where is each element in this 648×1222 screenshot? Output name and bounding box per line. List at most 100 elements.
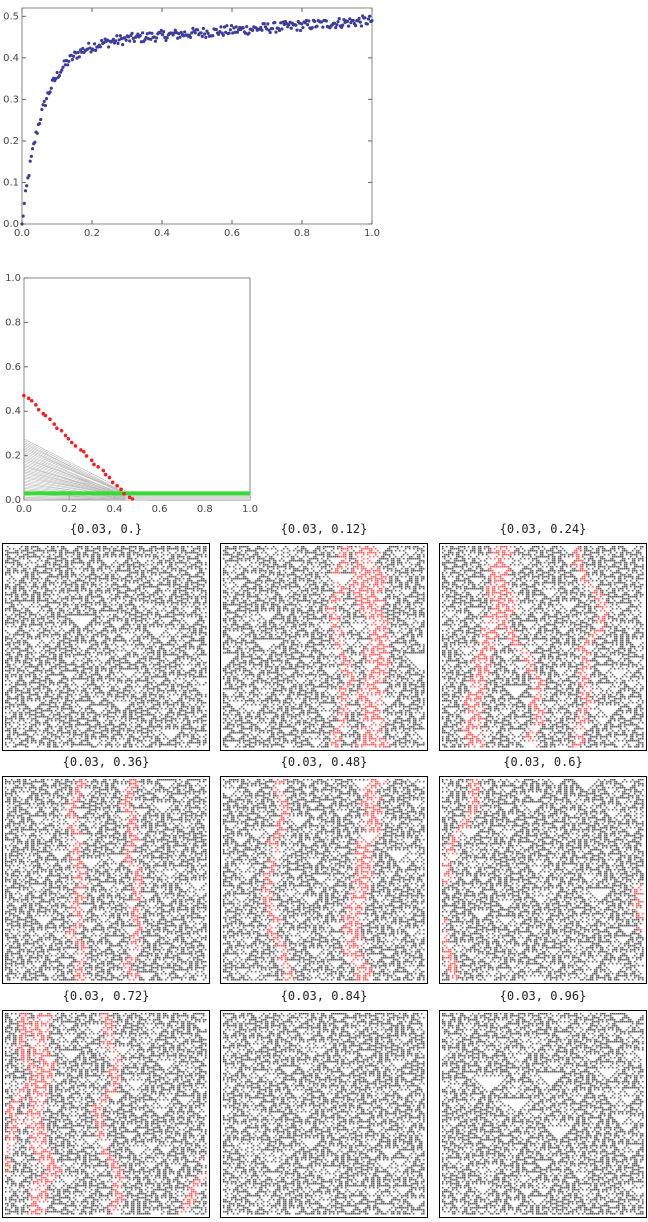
automaton-canvas: [223, 779, 425, 981]
data-point: [77, 55, 81, 59]
data-marker: [89, 458, 94, 462]
data-point: [315, 24, 319, 28]
x-tick-label: 1.0: [364, 228, 380, 239]
data-point: [35, 131, 39, 135]
data-marker: [82, 450, 86, 454]
data-point: [153, 39, 158, 43]
data-point: [81, 46, 85, 51]
data-point: [351, 18, 355, 23]
data-point: [89, 50, 93, 54]
data-point: [124, 38, 128, 42]
fan-line: [23, 438, 144, 501]
data-point: [268, 30, 272, 35]
data-point: [274, 30, 278, 34]
data-point: [43, 103, 48, 108]
data-point: [49, 86, 53, 90]
panel-caption: {0.03, 0.96}: [499, 989, 587, 1003]
data-point: [357, 16, 361, 21]
y-tick-label: 0.0: [3, 219, 19, 230]
data-marker: [69, 440, 74, 445]
data-point: [30, 147, 35, 151]
y-tick-label: 0.6: [5, 362, 21, 373]
data-point: [332, 21, 337, 25]
data-point: [259, 25, 263, 30]
data-marker: [43, 413, 48, 418]
data-point: [287, 23, 291, 27]
y-tick-label: 0.2: [3, 136, 19, 147]
automaton-panel: [2, 543, 210, 751]
data-point: [178, 35, 182, 39]
data-point: [159, 28, 163, 33]
automaton-canvas: [442, 779, 644, 981]
data-point: [63, 63, 67, 67]
x-tick-label: 0.8: [197, 504, 213, 515]
automaton-panel: [2, 1010, 210, 1218]
x-tick-label: 0.6: [152, 504, 168, 515]
data-marker: [22, 393, 26, 398]
y-tick-label: 0.2: [5, 451, 21, 462]
x-tick-label: 0.4: [106, 504, 122, 515]
data-point: [39, 117, 43, 122]
data-point: [359, 24, 364, 28]
data-point: [70, 57, 74, 62]
plot-frame: [21, 7, 373, 225]
data-point: [358, 20, 362, 24]
data-point: [132, 39, 136, 43]
data-marker: [96, 465, 100, 469]
data-point: [123, 36, 127, 40]
automaton-canvas: [442, 1013, 644, 1215]
automaton-panel: [220, 776, 428, 984]
data-point: [337, 16, 341, 21]
data-point: [334, 25, 338, 30]
data-point: [75, 56, 79, 60]
data-point: [348, 17, 352, 21]
data-point: [217, 32, 221, 36]
data-point: [324, 19, 328, 23]
data-point: [277, 28, 282, 33]
data-marker: [73, 444, 78, 448]
line-plot: 0.0 0.2 0.4 0.6 0.8 1.0 0.0 0.2 0.4 0.6 0.8 1.0: [5, 273, 258, 515]
data-point: [303, 21, 307, 25]
data-point: [301, 25, 305, 30]
data-marker: [48, 417, 52, 422]
data-point: [227, 31, 231, 35]
data-marker: [29, 398, 34, 403]
data-point: [163, 35, 167, 39]
data-point: [66, 63, 70, 67]
data-point: [295, 28, 299, 32]
data-point: [200, 34, 204, 38]
data-point: [193, 31, 197, 35]
data-point: [118, 34, 122, 38]
data-point: [183, 30, 187, 34]
data-marker: [59, 428, 64, 433]
data-point: [266, 22, 270, 26]
data-point: [366, 17, 371, 21]
panel-caption: {0.03, 0.84}: [280, 989, 368, 1003]
y-tick-label: 0.4: [5, 406, 21, 417]
data-point: [310, 25, 314, 30]
y-tick-label: 0.0: [5, 495, 21, 506]
data-point: [22, 201, 26, 206]
data-marker: [84, 454, 89, 458]
data-point: [229, 23, 234, 28]
data-point: [130, 31, 134, 35]
data-point: [92, 42, 97, 46]
x-tick-label: 0.8: [294, 228, 310, 239]
data-point: [370, 19, 374, 23]
data-point: [139, 40, 143, 44]
automaton-panel: [439, 543, 647, 751]
automaton-panel: [2, 776, 210, 984]
data-point: [160, 33, 165, 37]
data-marker: [34, 403, 38, 407]
gray-band: [125, 492, 250, 500]
data-point: [245, 24, 249, 29]
data-point: [149, 37, 153, 41]
data-point: [138, 33, 142, 38]
data-marker: [36, 407, 41, 412]
data-point: [280, 27, 284, 31]
panel-caption: {0.03, 0.36}: [62, 755, 150, 769]
data-point: [27, 174, 31, 178]
data-marker: [26, 396, 31, 401]
automaton-panel: [220, 543, 428, 751]
data-point: [345, 19, 350, 24]
